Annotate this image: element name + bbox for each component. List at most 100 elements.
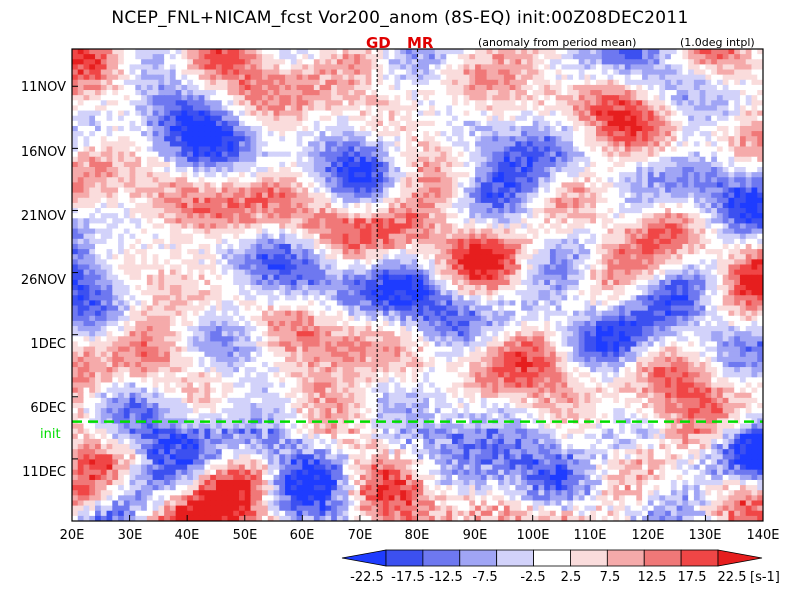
field-cell (331, 249, 338, 255)
field-cell (359, 254, 367, 260)
field-cell (492, 259, 499, 266)
field-cell (693, 172, 701, 178)
field-cell (233, 120, 240, 127)
field-cell (319, 202, 326, 209)
field-cell (555, 228, 563, 235)
field-cell (95, 100, 102, 107)
field-cell (382, 213, 390, 219)
field-cell (169, 59, 177, 65)
field-cell (244, 136, 252, 142)
field-cell (100, 177, 108, 183)
field-cell (262, 146, 269, 153)
field-cell (100, 95, 108, 101)
field-cell (388, 115, 396, 122)
field-cell (411, 69, 419, 76)
field-cell (607, 69, 614, 76)
field-cell (285, 64, 292, 71)
field-cell (95, 254, 102, 260)
field-cell (515, 100, 522, 107)
field-cell (567, 151, 574, 158)
field-cell (187, 105, 194, 112)
field-cell (544, 218, 551, 225)
field-cell (244, 172, 252, 178)
field-cell (256, 259, 263, 266)
field-cell (670, 90, 678, 96)
field-cell (400, 84, 407, 91)
field-cell (722, 100, 730, 107)
field-cell (400, 151, 407, 158)
field-cell (716, 182, 724, 189)
field-cell (302, 151, 309, 158)
field-cell (164, 115, 171, 122)
field-cell (503, 49, 511, 55)
field-cell (256, 228, 263, 235)
field-cell (262, 228, 269, 235)
field-cell (607, 156, 614, 163)
field-cell (757, 243, 763, 250)
field-cell (95, 249, 102, 255)
field-cell (210, 79, 217, 86)
field-cell (682, 177, 689, 183)
field-cell (135, 228, 142, 235)
field-cell (515, 59, 522, 65)
field-cell (129, 79, 136, 86)
field-cell (734, 156, 741, 163)
field-cell (290, 156, 298, 163)
field-cell (331, 146, 338, 153)
field-cell (653, 151, 660, 158)
field-cell (83, 59, 90, 65)
field-cell (411, 105, 419, 112)
field-cell (596, 187, 603, 194)
field-cell (463, 49, 470, 55)
field-cell (596, 69, 603, 76)
field-cell (693, 156, 701, 163)
field-cell (745, 125, 753, 132)
field-cell (112, 95, 119, 101)
field-cell (204, 177, 211, 183)
field-cell (515, 120, 522, 127)
field-cell (256, 115, 263, 122)
field-cell (590, 182, 597, 189)
field-cell (296, 120, 303, 127)
field-cell (475, 192, 482, 199)
field-cell (665, 208, 672, 214)
field-cell (371, 192, 378, 199)
field-cell (716, 161, 724, 168)
field-cell (607, 125, 614, 132)
field-cell (584, 79, 591, 86)
field-cell (112, 151, 119, 158)
field-cell (146, 49, 154, 55)
field-cell (118, 105, 125, 112)
field-cell (244, 64, 252, 71)
field-cell (526, 218, 534, 225)
field-cell (169, 84, 177, 91)
field-cell (169, 213, 177, 219)
field-cell (469, 167, 476, 173)
field-cell (238, 238, 246, 245)
field-cell (561, 151, 568, 158)
field-cell (227, 74, 234, 81)
field-cell (112, 202, 119, 209)
field-cell (290, 54, 298, 60)
field-cell (296, 49, 303, 55)
field-cell (653, 54, 660, 60)
field-cell (290, 233, 298, 240)
field-cell (469, 156, 476, 163)
field-cell (348, 84, 355, 91)
field-cell (112, 187, 119, 194)
field-cell (590, 69, 597, 76)
field-cell (647, 146, 655, 153)
field-cell (135, 141, 142, 148)
field-cell (532, 141, 540, 148)
field-cell (394, 69, 401, 76)
field-cell (745, 151, 753, 158)
field-cell (388, 249, 396, 255)
field-cell (273, 218, 280, 225)
field-cell (475, 125, 482, 132)
field-cell (515, 64, 522, 71)
field-cell (187, 202, 194, 209)
field-cell (480, 156, 488, 163)
field-cell (572, 161, 580, 168)
field-cell (210, 146, 217, 153)
field-cell (359, 208, 367, 214)
